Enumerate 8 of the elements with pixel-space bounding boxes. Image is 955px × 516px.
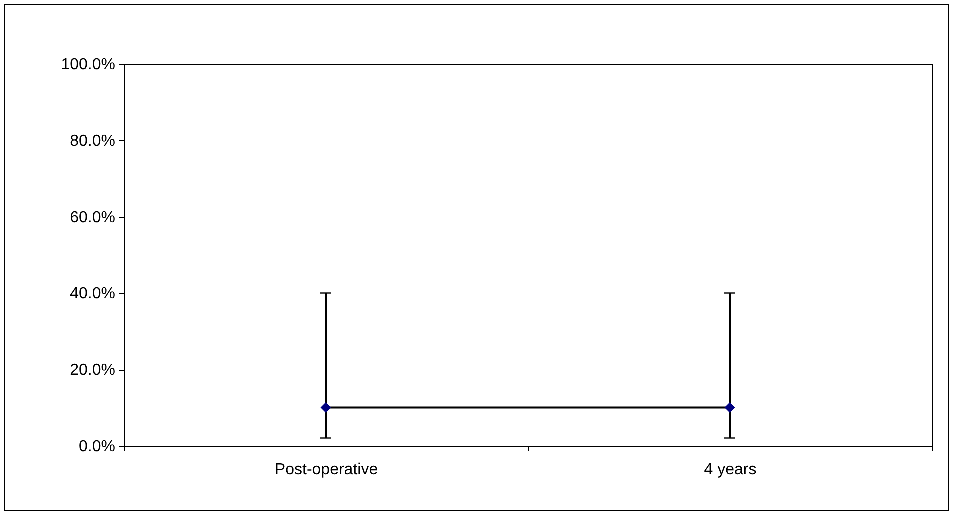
- y-tick-label: 20.0%: [70, 362, 116, 380]
- y-tick-label: 100.0%: [61, 56, 116, 74]
- x-tick-label: Post-operative: [274, 462, 378, 478]
- y-tick-label: 40.0%: [70, 286, 116, 303]
- y-tick-label: 60.0%: [70, 209, 116, 226]
- x-tick-label: 4 years: [704, 462, 757, 478]
- y-tick-label: 0.0%: [79, 438, 116, 456]
- y-tick-label: 80.0%: [70, 132, 116, 150]
